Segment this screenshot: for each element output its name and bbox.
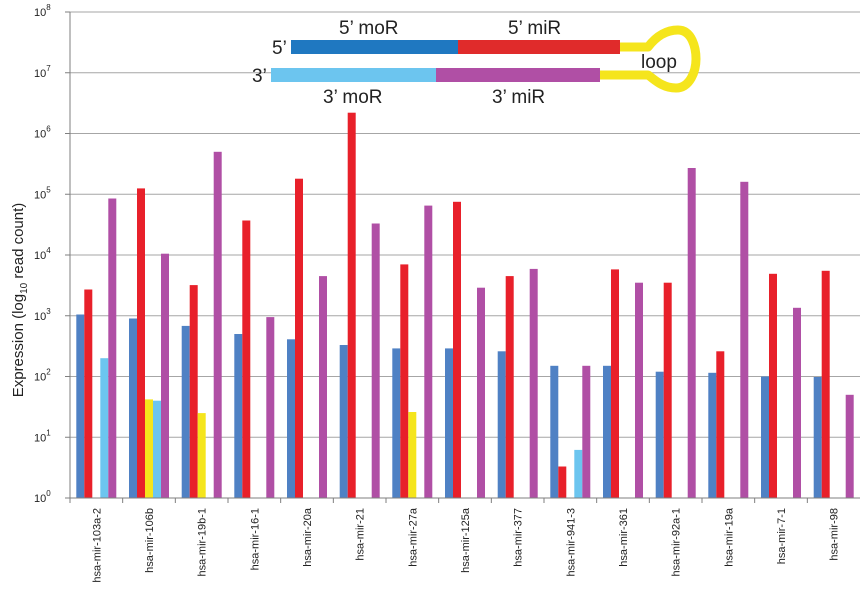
bar <box>453 201 461 499</box>
bar <box>769 273 777 498</box>
y-tick-label: 100 <box>34 489 51 505</box>
y-tick-label: 106 <box>34 125 51 141</box>
y-axis-title: Expression (log10 read count) <box>10 203 30 398</box>
gridlines <box>70 11 860 438</box>
bar <box>347 112 356 498</box>
bar <box>821 270 830 498</box>
bar <box>287 339 295 498</box>
bar <box>161 253 169 498</box>
y-tick-label: 107 <box>34 64 51 80</box>
bar <box>716 351 725 498</box>
y-tick-label: 108 <box>34 3 51 19</box>
bars <box>76 112 854 499</box>
axes <box>69 12 860 503</box>
x-tick-label: hsa-mir-7-1 <box>776 508 788 564</box>
three-moR-label: 3’ moR <box>323 87 382 108</box>
y-tick-label: 103 <box>34 307 51 323</box>
bar <box>319 276 327 498</box>
three-moR-segment <box>271 68 436 82</box>
bar <box>655 371 664 498</box>
loop-shape <box>600 25 701 93</box>
bar <box>505 276 514 498</box>
x-tick-label: hsa-mir-103a-2 <box>91 508 103 583</box>
bar <box>813 377 822 498</box>
bar <box>339 345 348 498</box>
bar <box>793 307 801 498</box>
y-tick-label: 104 <box>34 246 51 262</box>
bar <box>761 376 769 498</box>
bar <box>213 151 222 499</box>
bar <box>558 466 567 498</box>
bar <box>371 223 380 498</box>
y-tick-label: 101 <box>34 428 51 444</box>
x-tick-label: hsa-mir-98 <box>829 508 841 561</box>
x-tick-label: hsa-mir-106b <box>144 508 156 573</box>
bar <box>295 178 303 498</box>
bar <box>408 412 417 498</box>
bar <box>108 198 117 498</box>
bar <box>100 358 109 498</box>
bar <box>76 314 85 498</box>
bar <box>603 365 611 498</box>
x-tick-label: hsa-mir-941-3 <box>565 508 577 576</box>
bar <box>400 264 409 498</box>
five-moR-label: 5’ moR <box>339 18 398 39</box>
bar <box>445 348 453 498</box>
bar <box>242 220 251 498</box>
bar <box>477 287 485 498</box>
bar <box>582 365 591 498</box>
y-tick-label: 102 <box>34 368 51 384</box>
bar <box>845 394 854 498</box>
x-tick-label: hsa-mir-125a <box>460 507 472 573</box>
hairpin-diagram: 5’ 3’ 5’ moR 5’ miR 3’ moR 3’ miR loop <box>252 18 701 108</box>
x-tick-label: hsa-mir-27a <box>407 507 419 567</box>
bar <box>687 168 696 498</box>
bar <box>663 282 672 498</box>
bar <box>129 318 137 498</box>
bar <box>708 372 717 498</box>
bar <box>197 413 206 498</box>
bar <box>424 205 433 498</box>
x-tick-label: hsa-mir-92a-1 <box>671 508 683 576</box>
x-tick-label: hsa-mir-19a <box>723 507 735 567</box>
x-tick-label: hsa-mir-16-1 <box>249 508 261 570</box>
bar <box>635 282 643 498</box>
y-tick-label: 105 <box>34 185 51 201</box>
y-axis-ticks: 100 101 102 103 104 105 106 107 108 <box>34 3 70 505</box>
three-miR-label: 3’ miR <box>492 87 545 108</box>
bar <box>550 365 559 498</box>
five-miR-segment <box>458 40 620 54</box>
bar <box>234 334 243 498</box>
bar <box>145 399 153 498</box>
bar <box>181 325 190 498</box>
bar <box>611 269 619 498</box>
five-miR-label: 5’ miR <box>508 18 561 39</box>
x-tick-label: hsa-mir-19b-1 <box>197 508 209 576</box>
loop-label: loop <box>641 52 677 73</box>
bar <box>153 400 161 498</box>
bar <box>529 268 538 498</box>
x-tick-label: hsa-mir-21 <box>355 508 367 561</box>
five-moR-segment <box>291 40 458 54</box>
x-tick-label: hsa-mir-361 <box>618 508 630 567</box>
bar <box>137 188 145 498</box>
bar <box>497 351 506 498</box>
bar <box>84 289 93 498</box>
x-tick-label: hsa-mir-377 <box>513 508 525 567</box>
three-prime-end-label: 3’ <box>252 66 267 87</box>
x-axis-labels: hsa-mir-103a-2 hsa-mir-106b hsa-mir-19b-1 h… <box>91 507 840 582</box>
three-miR-segment <box>436 68 600 82</box>
five-prime-end-label: 5’ <box>272 38 287 59</box>
bar <box>574 449 583 498</box>
bar <box>266 317 275 498</box>
x-tick-label: hsa-mir-20a <box>302 507 314 567</box>
bar <box>189 285 198 498</box>
bar <box>740 181 749 499</box>
bar <box>392 348 401 498</box>
